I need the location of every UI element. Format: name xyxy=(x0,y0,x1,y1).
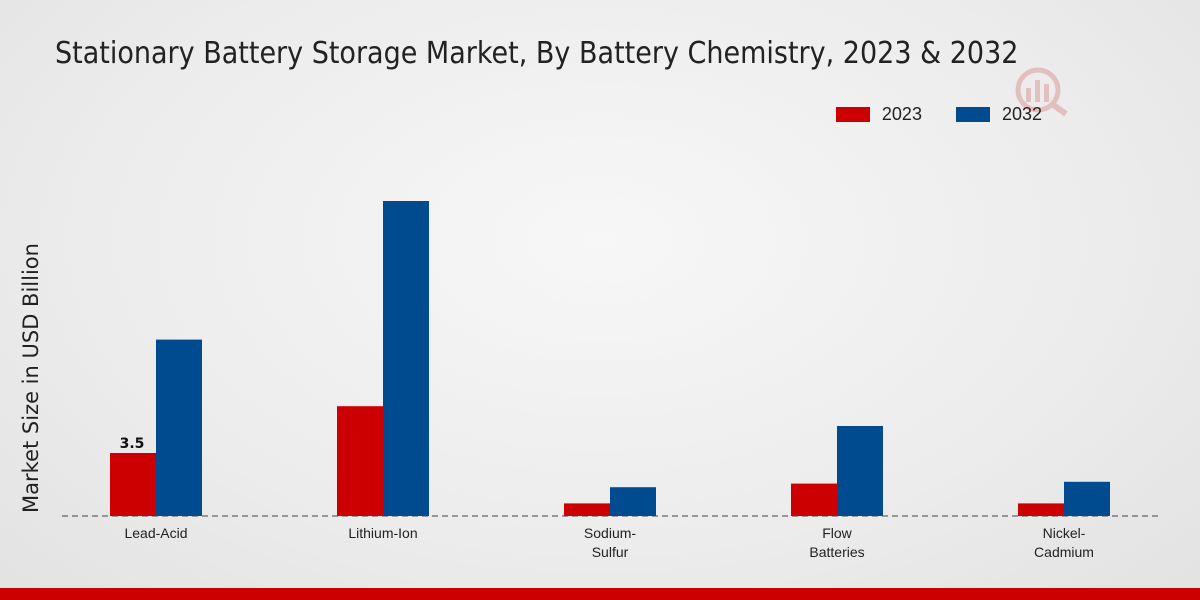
x-tick-labels: Lead-Acid Lithium-Ion Sodium-Sulfur Flow Bat… xyxy=(124,525,1093,560)
legend-label-2023: 2023 xyxy=(881,104,922,124)
x-tick-label: Sodium-Sulfur xyxy=(584,525,636,560)
legend-item-2023: 2023 xyxy=(835,104,922,125)
bar-2032-sodiumsulfur xyxy=(610,487,656,516)
bar-2023-leadacid xyxy=(110,453,156,516)
legend-swatch-2023 xyxy=(835,107,870,122)
bar-2032-leadacid xyxy=(156,339,202,516)
legend-label-2032: 2032 xyxy=(1001,104,1042,124)
chart-legend: 2023 2032 xyxy=(835,104,1042,125)
legend-item-2032: 2032 xyxy=(955,104,1042,125)
data-labels: 3.5 xyxy=(120,436,145,452)
bar-2032-flowbatteries xyxy=(837,426,883,516)
chart-title: Stationary Battery Storage Market, By Ba… xyxy=(55,36,1019,71)
footer-bar xyxy=(0,588,1200,600)
watermark-logo-icon xyxy=(1015,67,1068,116)
data-label: 3.5 xyxy=(120,436,145,452)
bar-2023-nickelcadmium xyxy=(1018,503,1064,516)
bar-2023-sodiumsulfur xyxy=(564,503,610,516)
x-tick-label: Lithium-Ion xyxy=(348,525,417,541)
x-tick-label: Flow Batteries xyxy=(809,525,864,560)
bar-2023-flowbatteries xyxy=(791,483,837,516)
bar-2032-lithiumion xyxy=(383,201,429,516)
x-tick-label: Nickel-Cadmium xyxy=(1034,525,1094,560)
bars-group xyxy=(110,201,1110,516)
bar-2032-nickelcadmium xyxy=(1064,481,1110,516)
legend-swatch-2032 xyxy=(955,107,990,122)
bar-2023-lithiumion xyxy=(337,406,383,516)
x-tick-label: Lead-Acid xyxy=(124,525,187,541)
